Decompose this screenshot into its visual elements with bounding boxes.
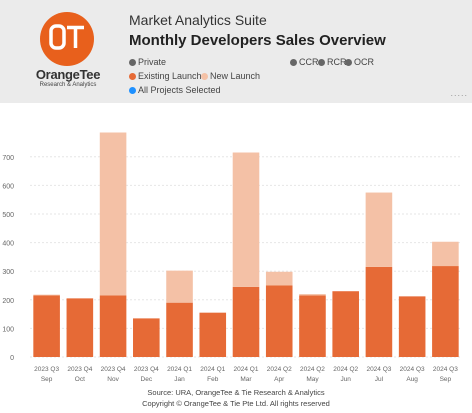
legend-new-dot-icon — [201, 73, 208, 80]
bar-new-launch — [299, 294, 326, 296]
x-tick-label-quarter: 2024 Q1 — [200, 366, 225, 373]
filter-rcr-label: RCR — [327, 57, 347, 67]
filter-dot-icon — [290, 59, 297, 66]
bar-new-launch — [265, 271, 293, 286]
x-tick-label-quarter: 2024 Q2 — [300, 366, 325, 373]
x-tick-label-quarter: 2024 Q2 — [333, 366, 358, 373]
bar-existing-launch — [332, 291, 359, 357]
x-tick-label-quarter: 2023 Q4 — [134, 366, 159, 373]
filter-dot-icon — [345, 59, 352, 66]
y-tick-label: 700 — [2, 155, 14, 162]
logo-ot-mark — [49, 24, 84, 50]
filter-ccr-label: CCR — [299, 57, 319, 67]
bar-existing-launch — [299, 295, 326, 357]
x-tick-label-month: Oct — [75, 376, 85, 383]
bar-new-launch — [365, 192, 393, 267]
app-title: Market Analytics Suite — [129, 12, 267, 28]
bar-new-launch — [33, 294, 60, 296]
filter-all-projects-dot-icon — [129, 87, 136, 94]
x-tick-label-quarter: 2024 Q3 — [400, 366, 425, 373]
legend-new-label: New Launch — [210, 71, 261, 81]
x-tick-label-month: May — [306, 376, 319, 383]
x-tick-label-month: Nov — [107, 376, 119, 383]
x-tick-label-month: Mar — [240, 376, 252, 383]
x-tick-label-quarter: 2023 Q4 — [101, 366, 126, 373]
x-tick-label-quarter: 2024 Q3 — [366, 366, 391, 373]
logo-name: OrangeTee — [35, 67, 101, 82]
y-tick-label: 200 — [2, 298, 14, 305]
x-tick-label-month: Aug — [406, 376, 418, 383]
bar-new-launch — [166, 270, 193, 303]
bar-new-launch — [99, 132, 127, 296]
y-tick-label: 300 — [2, 269, 14, 276]
report-header: OrangeTee Research & Analytics Market An… — [0, 0, 472, 103]
legend-new-launch[interactable]: New Launch — [201, 71, 260, 81]
bar-existing-launch — [33, 295, 60, 357]
y-tick-label: 100 — [2, 326, 14, 333]
footer-source: Source: URA, OrangeTee & Tie Research & … — [147, 388, 325, 397]
x-tick-label-quarter: 2023 Q3 — [34, 366, 59, 373]
filter-ocr-label: OCR — [354, 57, 374, 67]
y-tick-label: 400 — [2, 241, 14, 248]
legend-existing-label: Existing Launch — [138, 71, 202, 81]
sales-bar-chart: 0 100 200 300 400 500 600 700 2023 Q3 Sep 2023 Q4 O… — [2, 132, 462, 383]
bar-existing-launch — [66, 298, 94, 357]
filter-dot-icon — [318, 59, 325, 66]
more-options-icon[interactable]: ..... — [450, 88, 468, 98]
filter-ccr[interactable]: CCR — [290, 57, 319, 67]
bar-new-launch — [232, 152, 260, 287]
filter-rcr[interactable]: RCR — [318, 57, 347, 67]
x-tick-label-month: Feb — [207, 376, 219, 383]
logo-subtitle: Research & Analytics — [39, 82, 97, 88]
x-tick-label-month: Apr — [274, 376, 285, 383]
x-tick-label-month: Sep — [440, 376, 452, 383]
filter-private-label: Private — [138, 57, 167, 67]
y-tick-label: 500 — [2, 212, 14, 219]
x-tick-label-month: Sep — [41, 376, 53, 383]
x-tick-label-month: Jul — [375, 376, 384, 383]
orangetee-logo — [40, 12, 94, 66]
y-tick-label: 600 — [2, 183, 14, 190]
bar-existing-launch — [265, 285, 293, 357]
bar-existing-launch — [199, 312, 227, 357]
bar-new-launch — [432, 241, 459, 267]
x-tick-label-month: Dec — [141, 376, 153, 383]
footer-copyright: Copyright © OrangeTee & Tie Pte Ltd. All… — [142, 399, 330, 408]
x-tick-label-month: Jan — [174, 376, 185, 383]
filter-ocr[interactable]: OCR — [345, 57, 374, 67]
x-tick-label-quarter: 2024 Q1 — [234, 366, 259, 373]
filter-all-projects-label: All Projects Selected — [138, 85, 221, 95]
x-tick-label-quarter: 2024 Q3 — [433, 366, 458, 373]
bar-existing-launch — [398, 296, 426, 357]
legend-existing-dot-icon — [129, 73, 136, 80]
filter-private[interactable]: Private — [129, 57, 166, 67]
x-tick-label-quarter: 2024 Q2 — [267, 366, 292, 373]
bar-existing-launch — [432, 266, 459, 357]
x-tick-label-quarter: 2023 Q4 — [67, 366, 92, 373]
filter-dot-icon — [129, 59, 136, 66]
x-tick-label-quarter: 2024 Q1 — [167, 366, 192, 373]
y-tick-label: 0 — [10, 355, 14, 362]
bar-existing-launch — [232, 286, 260, 357]
report-title: Monthly Developers Sales Overview — [129, 32, 386, 49]
bar-existing-launch — [166, 302, 193, 357]
bar-existing-launch — [99, 295, 127, 357]
bar-existing-launch — [365, 266, 393, 357]
filter-all-projects[interactable]: All Projects Selected — [129, 85, 221, 95]
x-tick-label-month: Jun — [340, 376, 351, 383]
legend-existing-launch[interactable]: Existing Launch — [129, 71, 202, 81]
bar-existing-launch — [133, 318, 160, 357]
